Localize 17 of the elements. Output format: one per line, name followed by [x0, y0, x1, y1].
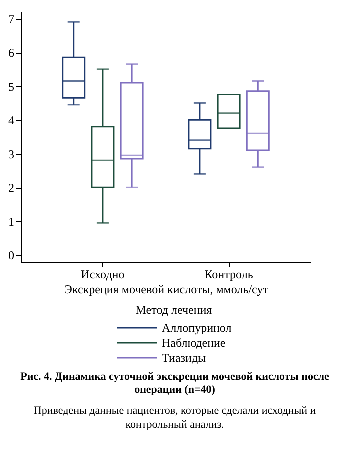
- legend-label: Тиазиды: [162, 351, 206, 365]
- y-tick-label: 7: [8, 12, 14, 26]
- y-tick-label: 3: [8, 147, 14, 162]
- y-tick-label: 0: [8, 248, 14, 263]
- legend-title: Метод лечения: [136, 303, 213, 317]
- y-tick-label: 5: [8, 80, 14, 94]
- legend-label: Аллопуринол: [162, 321, 232, 335]
- y-tick-label: 1: [8, 214, 14, 229]
- legend-label: Наблюдение: [162, 336, 226, 350]
- text: Рис. 4. Динамика суточной экскреции мочевой кислоты после операции (n=40): [20, 371, 330, 398]
- x-tick-label: Исходно: [81, 268, 125, 282]
- y-tick-label: 6: [8, 46, 14, 60]
- x-axis-title: Экскреция мочевой кислоты, ммоль/сут: [64, 282, 270, 296]
- y-tick-label: 2: [8, 181, 14, 196]
- text: Приведены данные пациентов, которые сделали исходный и контрольный анализ.: [32, 405, 318, 432]
- x-tick-label: Контроль: [204, 268, 254, 282]
- y-tick-label: 4: [8, 114, 14, 128]
